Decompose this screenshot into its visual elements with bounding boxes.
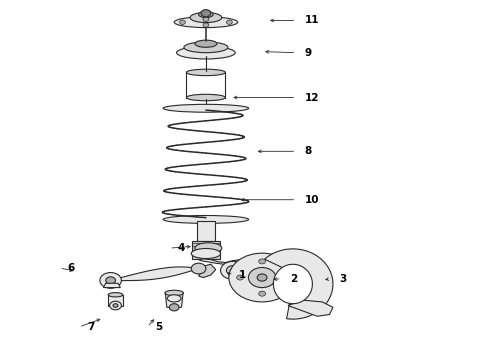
Circle shape (229, 253, 295, 302)
Ellipse shape (174, 17, 238, 28)
Circle shape (257, 274, 267, 281)
Text: 3: 3 (339, 274, 346, 284)
Ellipse shape (163, 216, 248, 224)
Text: 4: 4 (177, 243, 185, 253)
Polygon shape (288, 300, 333, 316)
Circle shape (110, 301, 122, 310)
Circle shape (169, 304, 179, 311)
Ellipse shape (163, 104, 248, 112)
Circle shape (191, 263, 206, 274)
Circle shape (100, 273, 122, 288)
Circle shape (248, 267, 276, 288)
Circle shape (237, 275, 244, 280)
Text: 1: 1 (239, 270, 246, 280)
Polygon shape (198, 259, 250, 266)
Polygon shape (165, 294, 183, 307)
Circle shape (203, 23, 209, 27)
Text: 12: 12 (305, 93, 319, 103)
Text: 6: 6 (68, 263, 75, 273)
Polygon shape (273, 264, 313, 304)
Text: 9: 9 (305, 48, 312, 58)
Circle shape (220, 261, 245, 279)
Polygon shape (265, 249, 333, 319)
Ellipse shape (195, 243, 222, 253)
Ellipse shape (184, 42, 228, 53)
Polygon shape (192, 241, 220, 259)
Ellipse shape (195, 40, 217, 47)
Ellipse shape (198, 11, 213, 18)
Ellipse shape (176, 46, 235, 59)
Circle shape (179, 20, 185, 24)
Ellipse shape (165, 290, 183, 296)
Ellipse shape (191, 248, 220, 258)
Ellipse shape (167, 295, 181, 302)
Text: 10: 10 (305, 195, 319, 205)
Polygon shape (111, 267, 198, 280)
Circle shape (226, 266, 239, 275)
Text: 5: 5 (156, 322, 163, 332)
Ellipse shape (190, 13, 222, 23)
Text: 11: 11 (305, 15, 319, 26)
Circle shape (281, 275, 288, 280)
Text: 2: 2 (290, 274, 297, 284)
Text: 8: 8 (305, 146, 312, 156)
Text: 7: 7 (87, 322, 95, 332)
Circle shape (201, 10, 211, 17)
Polygon shape (108, 295, 123, 306)
Polygon shape (197, 221, 215, 241)
Circle shape (230, 269, 235, 272)
Circle shape (259, 291, 266, 296)
Circle shape (203, 17, 209, 22)
Circle shape (259, 259, 266, 264)
Ellipse shape (186, 69, 225, 76)
Polygon shape (103, 283, 121, 288)
Circle shape (106, 277, 116, 284)
Ellipse shape (186, 94, 225, 101)
Ellipse shape (108, 293, 123, 297)
Polygon shape (198, 264, 216, 278)
Circle shape (226, 20, 232, 24)
Polygon shape (245, 263, 265, 267)
Circle shape (113, 304, 118, 307)
